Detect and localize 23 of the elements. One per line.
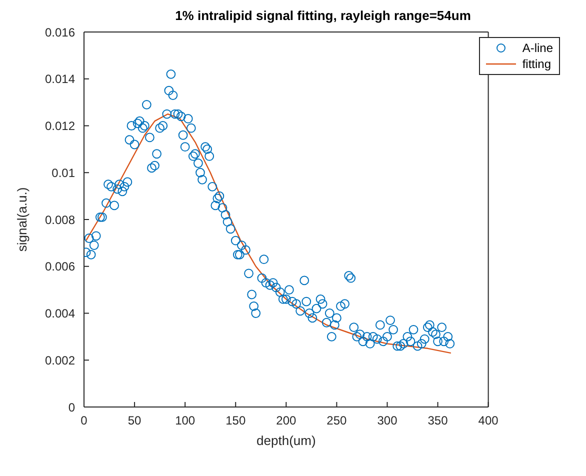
y-tick-label: 0.01 <box>52 166 76 180</box>
x-tick-label: 350 <box>428 414 448 428</box>
y-tick-label: 0.014 <box>44 72 76 86</box>
x-tick-label: 200 <box>276 414 296 428</box>
y-tick-label: 0.012 <box>44 119 76 134</box>
x-tick-label: 400 <box>478 414 499 428</box>
x-tick-label: 250 <box>326 414 348 428</box>
y-tick-label: 0 <box>68 400 76 414</box>
y-tick-label: 0.016 <box>44 25 76 40</box>
y-tick-label: 0.006 <box>44 260 76 274</box>
x-tick-label: 0 <box>80 414 88 428</box>
y-axis-title: signal(a.u.) <box>14 187 30 252</box>
x-tick-label: 50 <box>128 414 142 428</box>
legend-label: fitting <box>522 56 551 72</box>
y-tick-label: 0.004 <box>44 306 76 321</box>
x-tick-label: 100 <box>175 414 196 428</box>
chart-title: 1% intralipid signal fitting, rayleigh range=54um <box>174 8 472 23</box>
x-tick-label: 300 <box>377 414 398 428</box>
x-axis-title: depth(um) <box>256 433 316 448</box>
y-tick-label: 0.002 <box>44 353 76 368</box>
y-tick-label: 0.008 <box>44 212 76 227</box>
x-tick-label: 150 <box>226 414 246 428</box>
legend-label: A-line <box>522 40 553 56</box>
